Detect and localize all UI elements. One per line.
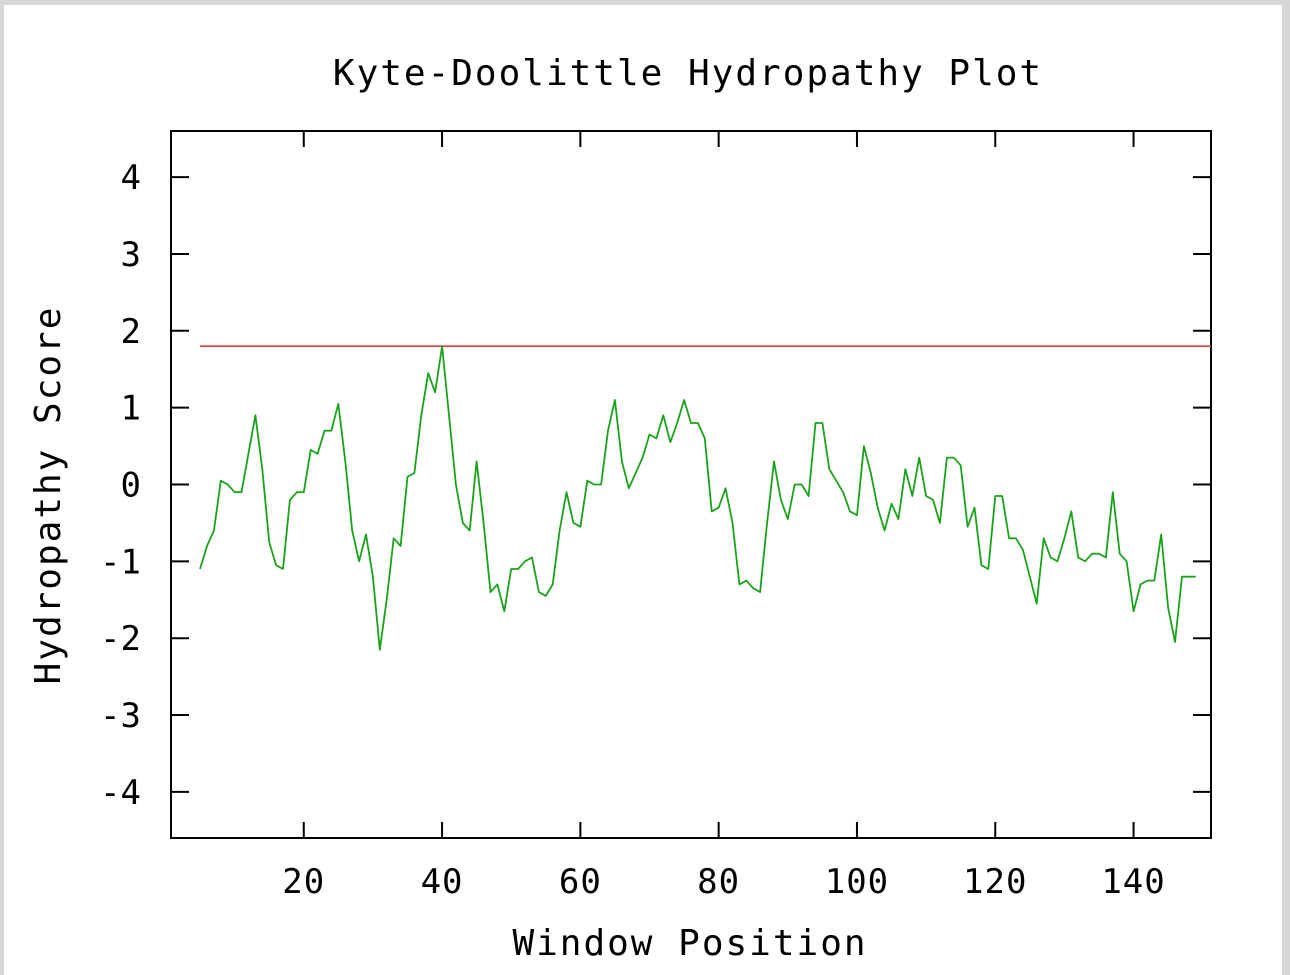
hydropathy-series-line xyxy=(199,345,1196,651)
y-tick-label: -3 xyxy=(100,696,141,736)
x-tick-label: 140 xyxy=(1101,862,1165,902)
y-tick-label: 0 xyxy=(121,466,141,506)
y-tick-label: -2 xyxy=(100,619,141,659)
x-tick-label: 80 xyxy=(697,862,740,902)
x-axis-title: Window Position xyxy=(512,923,867,964)
x-tick-label: 40 xyxy=(421,862,464,902)
y-tick-label: 2 xyxy=(121,312,141,352)
x-tick-label: 60 xyxy=(559,862,602,902)
x-tick-label: 20 xyxy=(282,862,325,902)
y-tick-label: -1 xyxy=(100,542,141,582)
plot-area-border xyxy=(170,130,1212,839)
chart-frame: Kyte-Doolittle Hydropathy Plot 20 40 60 80 1… xyxy=(4,5,1282,975)
x-axis-ticks: 20 40 60 80 100 120 140 xyxy=(282,131,1165,902)
y-axis-ticks: -4 -3 -2 -1 0 1 2 3 4 xyxy=(100,158,1211,813)
y-tick-label: 4 xyxy=(121,158,141,198)
y-axis-title: Hydropathy Score xyxy=(28,306,69,685)
hydropathy-chart: Kyte-Doolittle Hydropathy Plot 20 40 60 80 1… xyxy=(28,53,1212,964)
y-tick-label: 3 xyxy=(121,235,141,275)
chart-title: Kyte-Doolittle Hydropathy Plot xyxy=(333,53,1043,94)
x-tick-label: 120 xyxy=(963,862,1027,902)
y-tick-label: -4 xyxy=(100,773,141,813)
y-tick-label: 1 xyxy=(121,389,141,429)
x-tick-label: 100 xyxy=(825,862,889,902)
